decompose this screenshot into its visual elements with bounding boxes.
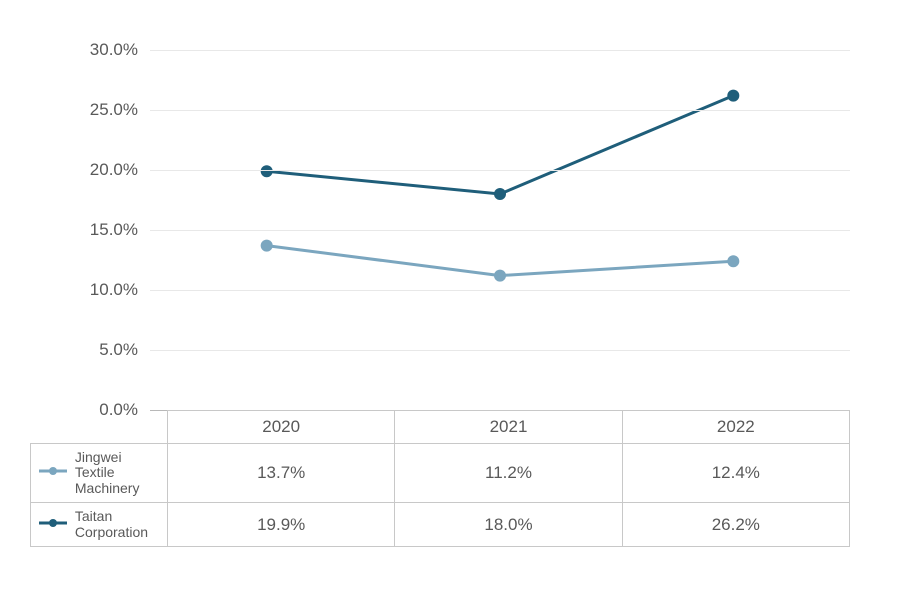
legend-cell-series-1: Taitan Corporation	[31, 503, 168, 547]
gridline	[150, 290, 850, 291]
data-point-marker	[494, 270, 506, 282]
data-point-marker	[727, 90, 739, 102]
gridline	[150, 110, 850, 111]
data-point-marker	[261, 240, 273, 252]
ytick-label: 20.0%	[90, 160, 138, 180]
gridline	[150, 230, 850, 231]
table-row: Jingwei Textile Machinery 13.7% 11.2% 12…	[31, 444, 850, 503]
table-row: Taitan Corporation 19.9% 18.0% 26.2%	[31, 503, 850, 547]
col-header-2: 2022	[622, 411, 849, 444]
cell-s1-c1: 18.0%	[395, 503, 622, 547]
legend-cell-series-0: Jingwei Textile Machinery	[31, 444, 168, 503]
chart-container: 0.0%5.0%10.0%15.0%20.0%25.0%30.0% 2020 2…	[0, 0, 900, 600]
ytick-label: 15.0%	[90, 220, 138, 240]
line-marker-icon	[39, 465, 67, 480]
cell-s0-c2: 12.4%	[622, 444, 849, 503]
data-point-marker	[261, 165, 273, 177]
data-table: 2020 2021 2022 Jingwei Textile Machinery…	[30, 410, 850, 547]
plot-area: 0.0%5.0%10.0%15.0%20.0%25.0%30.0%	[150, 50, 850, 411]
cell-s0-c1: 11.2%	[395, 444, 622, 503]
legend-corner-cell	[31, 411, 168, 444]
cell-s1-c0: 19.9%	[168, 503, 395, 547]
col-header-0: 2020	[168, 411, 395, 444]
data-point-marker	[494, 188, 506, 200]
gridline	[150, 50, 850, 51]
ytick-label: 25.0%	[90, 100, 138, 120]
ytick-label: 30.0%	[90, 40, 138, 60]
ytick-label: 10.0%	[90, 280, 138, 300]
gridline	[150, 350, 850, 351]
table-header-row: 2020 2021 2022	[31, 411, 850, 444]
gridline	[150, 170, 850, 171]
line-marker-icon	[39, 517, 67, 532]
cell-s1-c2: 26.2%	[622, 503, 849, 547]
cell-s0-c0: 13.7%	[168, 444, 395, 503]
series-1-name: Taitan Corporation	[75, 509, 155, 540]
series-0-name: Jingwei Textile Machinery	[75, 450, 155, 496]
ytick-label: 5.0%	[99, 340, 138, 360]
col-header-1: 2021	[395, 411, 622, 444]
data-point-marker	[727, 255, 739, 267]
